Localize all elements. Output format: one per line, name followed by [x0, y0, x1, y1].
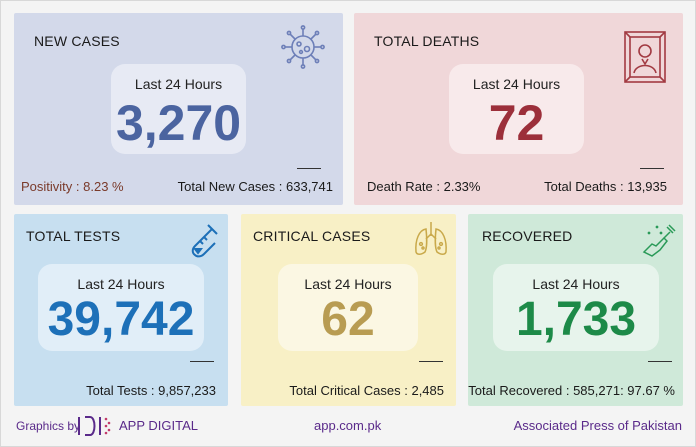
- total-recovered-text: Total Recovered : 585,271: 97.67 %: [468, 383, 675, 398]
- divider: [640, 168, 664, 169]
- total-tests-title: TOTAL TESTS: [26, 228, 121, 244]
- positivity-text: Positivity : 8.23 %: [21, 179, 124, 194]
- hand-sanitizer-icon: [642, 224, 676, 257]
- critical-cases-title: CRITICAL CASES: [253, 228, 371, 244]
- total-critical-cases-text: Total Critical Cases : 2,485: [289, 383, 444, 398]
- lungs-icon: [415, 222, 447, 255]
- app-digital-logo-icon: [78, 416, 111, 436]
- critical-cases-card: CRITICAL CASES Last 24 Hours 62 Total Cr…: [241, 214, 456, 406]
- new-cases-value: 3,270: [115, 95, 242, 151]
- website-link[interactable]: app.com.pk: [314, 418, 382, 433]
- death-rate-text: Death Rate : 2.33%: [367, 179, 481, 194]
- portrait-frame-icon: [624, 31, 666, 83]
- app-digital-brand: APP DIGITAL: [119, 418, 198, 433]
- divider: [190, 361, 214, 362]
- total-new-cases-text: Total New Cases : 633,741: [177, 179, 333, 194]
- virus-icon: [281, 25, 325, 69]
- total-deaths-period: Last 24 Hours: [472, 76, 561, 92]
- total-deaths-card: TOTAL DEATHS Last 24 Hours 72 Death Rate…: [354, 13, 683, 205]
- divider: [648, 361, 672, 362]
- total-tests-text: Total Tests : 9,857,233: [86, 383, 216, 398]
- total-deaths-panel: Last 24 Hours 72: [449, 64, 584, 154]
- total-tests-value: 39,742: [47, 293, 195, 346]
- recovered-title: RECOVERED: [482, 228, 573, 244]
- agency-name: Associated Press of Pakistan: [513, 418, 682, 433]
- critical-cases-period: Last 24 Hours: [304, 276, 392, 292]
- new-cases-card: NEW CASES Last 24 Hours 3,270 Positivity…: [14, 13, 343, 205]
- recovered-value: 1,733: [515, 293, 637, 346]
- test-tube-icon: [191, 224, 218, 258]
- total-tests-period: Last 24 Hours: [77, 276, 165, 292]
- footer: Graphics by APP DIGITAL app.com.pk Assoc…: [1, 409, 696, 447]
- graphics-by-label: Graphics by: [16, 419, 81, 433]
- total-deaths-text: Total Deaths : 13,935: [544, 179, 667, 194]
- critical-cases-value: 62: [321, 293, 375, 346]
- critical-cases-panel: Last 24 Hours 62: [278, 264, 418, 351]
- recovered-card: RECOVERED Last 24 Hours 1,733 Total Reco…: [468, 214, 683, 406]
- divider: [419, 361, 443, 362]
- new-cases-period: Last 24 Hours: [134, 76, 223, 92]
- new-cases-title: NEW CASES: [34, 33, 120, 49]
- total-deaths-value: 72: [488, 95, 545, 151]
- recovered-period: Last 24 Hours: [532, 276, 620, 292]
- total-tests-panel: Last 24 Hours 39,742: [38, 264, 204, 351]
- total-tests-card: TOTAL TESTS Last 24 Hours 39,742 Total T…: [14, 214, 228, 406]
- total-deaths-title: TOTAL DEATHS: [374, 33, 480, 49]
- new-cases-panel: Last 24 Hours 3,270: [111, 64, 246, 154]
- divider: [297, 168, 321, 169]
- recovered-panel: Last 24 Hours 1,733: [493, 264, 659, 351]
